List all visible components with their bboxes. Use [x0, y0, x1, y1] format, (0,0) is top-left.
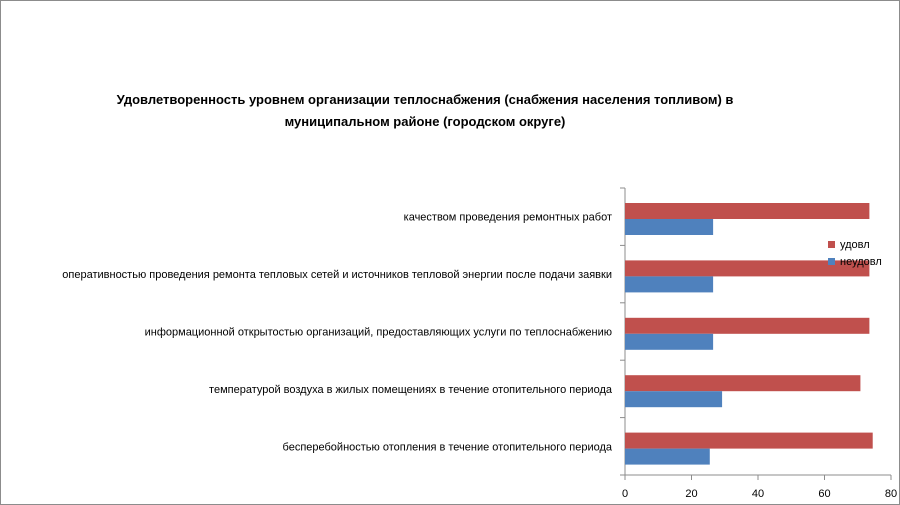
x-tick-labels: 0 20 40 60 80 — [622, 475, 897, 500]
legend-label-1: удовл — [840, 239, 870, 251]
legend-label-2: неудовл — [840, 256, 882, 268]
x-tick-label-80: 80 — [885, 488, 897, 500]
category-labels: качеством проведения ремонтных работ опер… — [62, 212, 613, 454]
bar-neudovl-5 — [625, 448, 710, 465]
bar-neudovl-3 — [625, 333, 714, 350]
x-tick-label-0: 0 — [622, 488, 628, 500]
chart-title: Удовлетворенность уровнем организации те… — [60, 89, 790, 133]
category-label-1: качеством проведения ремонтных работ — [404, 212, 612, 224]
category-label-4: температурой воздуха в жилых помещениях … — [209, 384, 613, 396]
x-tick-label-20: 20 — [685, 488, 697, 500]
category-label-3: информационной открытостью организаций, … — [145, 327, 612, 339]
chart-title-line-2: муниципальном районе (городском округе) — [284, 114, 566, 129]
bar-udovl-5 — [625, 432, 873, 449]
bar-neudovl-4 — [625, 391, 723, 408]
x-tick-label-60: 60 — [818, 488, 830, 500]
bar-udovl-2 — [625, 260, 870, 277]
bar-neudovl-2 — [625, 276, 714, 293]
legend-swatch-1 — [828, 241, 835, 248]
chart-legend: удовл неудовл — [828, 239, 882, 268]
bar-udovl-4 — [625, 375, 861, 392]
category-label-2: оперативностью проведения ремонта теплов… — [62, 269, 612, 281]
chart-title-line-1: Удовлетворенность уровнем организации те… — [116, 92, 734, 107]
bar-udovl-1 — [625, 203, 870, 219]
bar-neudovl-1 — [625, 219, 714, 235]
category-label-5: бесперебойностью отопления в течение ото… — [283, 441, 613, 453]
legend-swatch-2 — [828, 258, 835, 265]
x-tick-label-40: 40 — [752, 488, 764, 500]
chart-bars — [625, 203, 873, 465]
bar-udovl-3 — [625, 317, 870, 334]
